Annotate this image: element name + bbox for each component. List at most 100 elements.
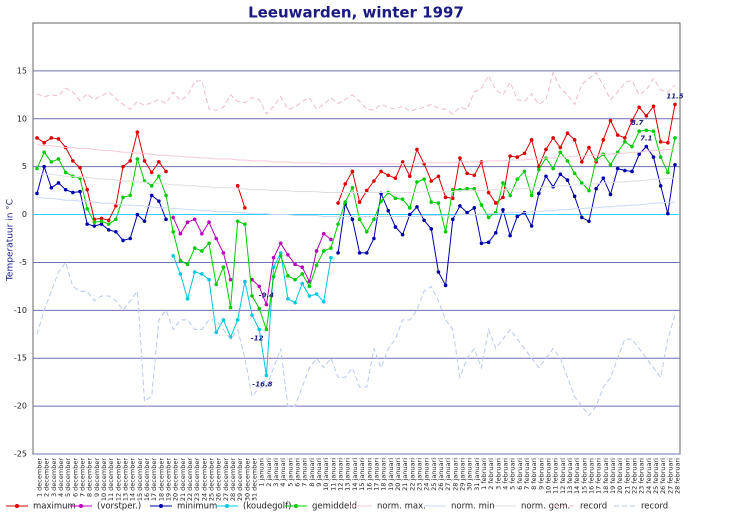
point <box>42 164 46 169</box>
x-tick-label: 16 december <box>143 458 151 501</box>
point <box>637 152 641 157</box>
point <box>178 258 183 263</box>
x-tick-label: 14 februari <box>573 458 581 494</box>
point <box>623 139 627 144</box>
point <box>235 184 240 188</box>
x-tick-label: 19 januari <box>387 458 395 491</box>
x-tick-label: 6 december <box>71 458 79 497</box>
point <box>214 330 219 335</box>
point <box>458 204 462 208</box>
x-tick-label: 12 februari <box>559 458 567 494</box>
data-label: -12 <box>251 334 264 342</box>
point <box>472 186 477 191</box>
x-tick-label: 26 januari <box>437 458 445 491</box>
point <box>666 170 670 175</box>
x-tick-label: 8 januari <box>308 458 316 487</box>
point <box>71 159 75 163</box>
point <box>393 196 398 201</box>
point <box>644 114 649 118</box>
x-tick-label: 14 december <box>129 458 137 501</box>
x-tick-label: 7 februari <box>523 458 531 490</box>
point <box>501 181 505 185</box>
x-tick-label: 21 februari <box>623 458 631 494</box>
x-tick-label: 22 februari <box>630 458 638 494</box>
point <box>164 217 168 222</box>
x-tick-label: 20 februari <box>616 458 624 494</box>
x-tick-label: 1 januari <box>258 458 266 487</box>
legend-label: (koudegolf) <box>243 502 291 512</box>
point <box>422 218 426 223</box>
x-tick-label: 23 december <box>193 458 201 501</box>
point <box>508 154 512 158</box>
point <box>587 145 591 150</box>
x-tick-label: 8 februari <box>530 458 538 490</box>
x-tick-label: 6 februari <box>516 458 524 490</box>
series-line <box>36 129 676 330</box>
x-tick-label: 14 januari <box>351 458 359 491</box>
point <box>429 227 434 231</box>
point <box>171 229 176 234</box>
x-tick-label: 18 december <box>157 458 165 501</box>
x-tick-label: 30 december <box>243 458 251 501</box>
point <box>243 206 247 210</box>
series-line <box>36 196 675 217</box>
x-tick-label: 19 december <box>165 458 173 501</box>
x-tick-label: 24 december <box>200 458 208 501</box>
data-label: -9.4 <box>259 292 274 300</box>
point <box>56 157 61 161</box>
x-tick-label: 11 februari <box>552 458 560 494</box>
point <box>350 169 355 174</box>
point <box>651 155 656 159</box>
point <box>49 136 54 140</box>
x-tick-label: 30 januari <box>466 458 474 491</box>
point <box>235 318 240 322</box>
point <box>429 179 434 183</box>
y-tick-label: 15 <box>17 66 27 75</box>
x-tick-label: 4 januari <box>279 458 287 487</box>
point <box>286 297 290 301</box>
point <box>293 277 297 282</box>
x-tick-label: 16 januari <box>365 458 373 491</box>
data-label: 8.7 <box>631 119 644 127</box>
x-tick-label: 2 december <box>43 458 51 497</box>
y-tick-label: -5 <box>19 258 27 267</box>
point <box>286 252 290 257</box>
point <box>651 129 656 134</box>
point <box>135 130 140 134</box>
data-label: 7.1 <box>640 135 653 143</box>
point <box>644 144 649 149</box>
x-tick-label: 1 december <box>36 458 44 497</box>
point <box>85 207 89 211</box>
point <box>529 193 534 198</box>
point <box>587 188 591 193</box>
point <box>572 171 577 176</box>
point <box>372 217 376 222</box>
x-tick-label: 25 februari <box>652 458 660 494</box>
point <box>200 249 204 253</box>
y-tick-label: 10 <box>17 114 27 123</box>
point <box>207 277 211 282</box>
data-label: -16.8 <box>252 380 272 388</box>
x-tick-label: 18 februari <box>602 458 610 494</box>
point <box>658 139 663 144</box>
point <box>666 140 670 145</box>
x-tick-label: 31 december <box>251 458 259 501</box>
legend-label: gemiddeld <box>312 502 357 512</box>
point <box>78 165 82 170</box>
point <box>343 200 348 204</box>
point <box>63 187 68 192</box>
x-tick-label: 25 december <box>208 458 216 501</box>
point <box>329 255 333 260</box>
x-tick-label: 22 december <box>186 458 194 501</box>
point <box>121 238 125 243</box>
x-tick-label: 18 januari <box>380 458 388 491</box>
point <box>415 205 419 209</box>
point <box>601 176 606 180</box>
point <box>415 180 419 184</box>
point <box>114 204 118 208</box>
point <box>271 265 276 270</box>
x-tick-label: 13 februari <box>566 458 574 494</box>
point <box>128 159 132 163</box>
x-tick-label: 27 februari <box>666 458 674 494</box>
point <box>128 193 132 198</box>
